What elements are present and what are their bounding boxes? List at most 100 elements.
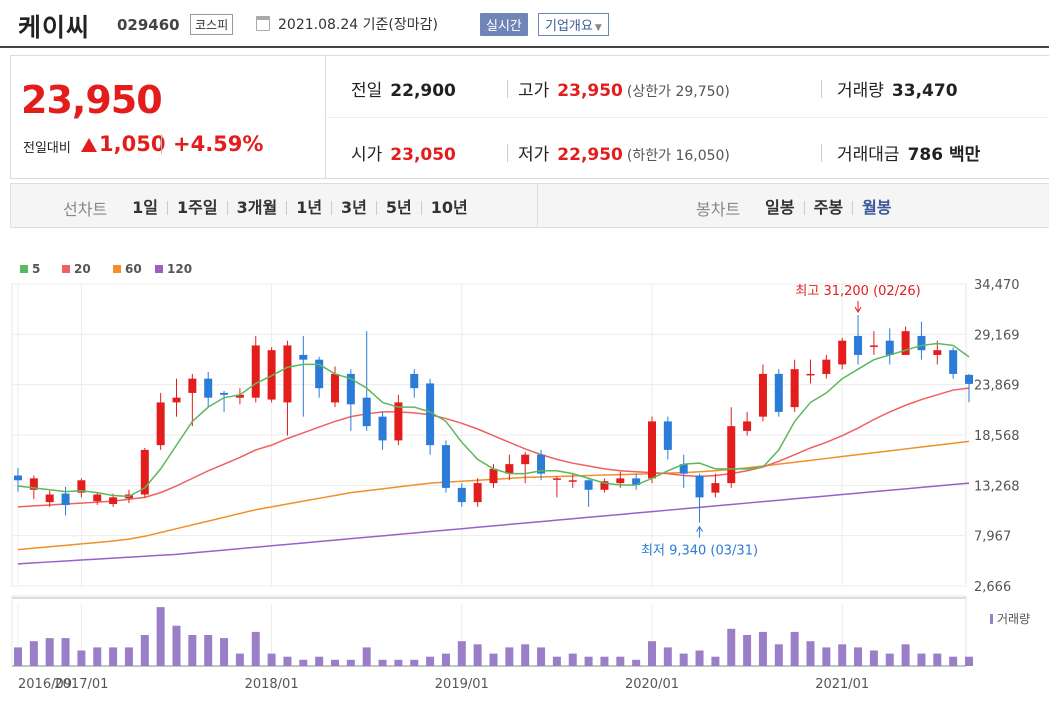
up-triangle-icon xyxy=(81,138,97,152)
stock-chart: 34,470 29,169 23,869 18,568 13,268 7,967 2,666… xyxy=(0,236,1049,703)
volume-bar xyxy=(901,644,910,666)
volume-bar xyxy=(220,638,229,666)
candle-body xyxy=(394,402,403,441)
divider xyxy=(537,184,538,227)
candle-body xyxy=(695,475,704,498)
volume-bar xyxy=(774,644,783,666)
volume-bar xyxy=(933,653,942,666)
x-tick-label: 2016/09 xyxy=(18,677,72,692)
volume-bar xyxy=(140,635,149,666)
legend-label: 20 xyxy=(74,262,91,276)
volume-bar xyxy=(869,650,878,666)
volume-bar xyxy=(600,656,609,666)
high-cell: 고가 23,950 (상한가 29,750) xyxy=(518,76,730,101)
volume-bar xyxy=(695,650,704,666)
candle-body xyxy=(362,397,371,427)
volume-bar xyxy=(505,647,514,666)
tab-1d[interactable]: 1일 xyxy=(132,198,159,217)
divider xyxy=(325,117,1049,118)
candle-body xyxy=(441,445,450,488)
volume-bar xyxy=(616,656,625,666)
y-tick-label: 23,869 xyxy=(974,379,1020,394)
volume-bar xyxy=(315,656,324,666)
tab-3m[interactable]: 3개월 xyxy=(226,200,287,216)
volume-bar xyxy=(45,638,54,666)
amount-value: 786 백만 xyxy=(907,145,981,165)
tab-1y[interactable]: 1년 xyxy=(286,200,331,216)
volume-bar xyxy=(14,647,22,666)
volume-bar xyxy=(124,647,133,666)
tab-daily[interactable]: 일봉 xyxy=(765,198,795,217)
tab-3y[interactable]: 3년 xyxy=(331,200,376,216)
realtime-button[interactable]: 실시간 xyxy=(480,13,528,36)
volume-bar xyxy=(172,625,181,666)
candle-body xyxy=(822,359,831,374)
candle-body xyxy=(457,487,466,503)
tab-10y[interactable]: 10년 xyxy=(420,200,477,216)
candle-body xyxy=(410,373,419,389)
high-value: 23,950 xyxy=(557,81,623,101)
tab-monthly[interactable]: 월봉 xyxy=(852,200,900,216)
candle-body xyxy=(521,454,530,465)
volume-label: 거래량 xyxy=(997,612,1030,626)
candle-body xyxy=(806,373,815,376)
company-overview-dropdown[interactable]: 기업개요 ▼ xyxy=(538,13,609,36)
volume-bar xyxy=(346,659,355,666)
tab-5y[interactable]: 5년 xyxy=(375,200,421,216)
candle-body xyxy=(489,468,498,484)
x-tick-label: 2018/01 xyxy=(245,677,299,692)
candle-chart-tabs: 봉차트 일봉 주봉 월봉 xyxy=(696,196,901,220)
x-tick-label: 2019/01 xyxy=(435,677,489,692)
volume-bar xyxy=(965,656,973,666)
open-value: 23,050 xyxy=(390,145,456,165)
low-label: 저가 xyxy=(518,145,550,165)
divider xyxy=(507,144,508,162)
candle-body xyxy=(568,480,577,482)
candle-body xyxy=(346,373,355,405)
volume-bar xyxy=(426,656,435,666)
volume-value: 33,470 xyxy=(891,81,958,101)
legend-label: 5 xyxy=(32,262,40,276)
volume-bar xyxy=(29,641,38,666)
volume-bar xyxy=(362,647,371,666)
volume-bar xyxy=(204,635,213,666)
candle-body xyxy=(172,397,181,403)
volume-label: 거래량 xyxy=(837,81,884,101)
prev-close-cell: 전일 22,900 xyxy=(351,76,456,101)
volume-bar xyxy=(679,653,688,666)
divider xyxy=(161,134,162,154)
reference-date: 2021.08.24 기준(장마감) xyxy=(278,17,438,33)
company-name: 케이씨 xyxy=(18,13,91,42)
volume-bar xyxy=(77,650,86,666)
volume-bar xyxy=(727,628,736,666)
candle-body xyxy=(600,481,609,490)
candle-body xyxy=(61,493,70,505)
volume-bar xyxy=(790,631,799,666)
y-tick-label: 13,268 xyxy=(974,479,1020,494)
candle-body xyxy=(758,373,767,417)
volume-bar xyxy=(758,631,767,666)
line-chart-label: 선차트 xyxy=(63,200,108,219)
volume-bar xyxy=(521,644,530,666)
price-change: 1,050 xyxy=(99,132,166,156)
candle-body xyxy=(315,359,324,389)
high-label: 고가 xyxy=(518,81,550,101)
y-tick-label: 18,568 xyxy=(974,429,1020,444)
x-tick-label: 2017/01 xyxy=(54,677,108,692)
stock-chart-svg: 34,470 29,169 23,869 18,568 13,268 7,967 2,666… xyxy=(11,262,1030,692)
volume-cell: 거래량 33,470 xyxy=(837,76,958,101)
tab-1w[interactable]: 1주일 xyxy=(167,200,227,216)
volume-bar xyxy=(568,653,577,666)
candle-body xyxy=(251,345,260,398)
lower-limit: (하한가 16,050) xyxy=(626,148,730,164)
low-arrow-head xyxy=(696,525,703,532)
volume-bar xyxy=(410,659,419,666)
change-label: 전일대비 xyxy=(23,141,71,156)
volume-bar xyxy=(537,647,546,666)
candle-body xyxy=(965,374,973,384)
stock-code: 029460 xyxy=(117,16,180,34)
candle-body xyxy=(331,373,339,403)
candle-body xyxy=(505,464,514,474)
candle-body xyxy=(29,478,38,490)
tab-weekly[interactable]: 주봉 xyxy=(803,200,852,216)
